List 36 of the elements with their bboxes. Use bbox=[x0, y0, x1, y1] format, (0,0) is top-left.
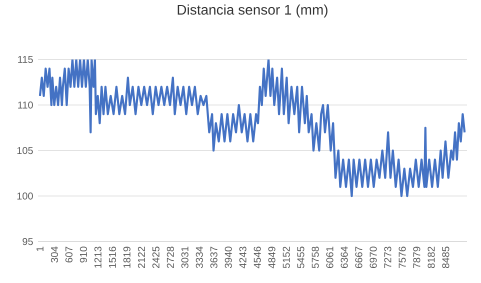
x-tick-label: 2425 bbox=[152, 246, 160, 268]
x-tick-label: 5455 bbox=[297, 246, 304, 268]
line-series bbox=[38, 60, 466, 198]
x-tick-label: 4849 bbox=[268, 246, 276, 268]
x-tick-label: 6364 bbox=[340, 246, 348, 268]
x-tick-label: 8182 bbox=[428, 246, 435, 268]
y-tick-label: 95 bbox=[22, 238, 33, 246]
x-tick-label: 8485 bbox=[442, 246, 450, 268]
x-tick-label: 4546 bbox=[254, 246, 261, 268]
x-tick-label: 1 bbox=[36, 246, 44, 252]
x-tick-label: 7879 bbox=[413, 246, 420, 268]
x-tick-label: 3031 bbox=[181, 246, 188, 268]
y-tick-label: 115 bbox=[18, 56, 33, 64]
x-tick-label: 6970 bbox=[370, 246, 377, 268]
x-tick-label: 7273 bbox=[384, 246, 392, 268]
x-tick-label: 3637 bbox=[210, 246, 218, 268]
x-tick-label: 6061 bbox=[326, 246, 334, 268]
x-tick-label: 3940 bbox=[224, 246, 232, 268]
x-tick-label: 5758 bbox=[312, 246, 319, 268]
x-tick-label: 1819 bbox=[123, 246, 130, 268]
x-tick-label: 7576 bbox=[398, 246, 406, 268]
y-tick-label: 100 bbox=[17, 192, 33, 200]
x-tick-label: 3334 bbox=[196, 246, 203, 268]
x-tick-label: 304 bbox=[50, 246, 58, 263]
x-tick-label: 1213 bbox=[94, 246, 102, 268]
x-tick-label: 1516 bbox=[108, 246, 116, 268]
y-tick-label: 105 bbox=[17, 147, 33, 154]
chart-title: Distancia sensor 1 (mm) bbox=[178, 4, 328, 18]
x-tick-label: 4243 bbox=[239, 246, 246, 268]
x-tick-label: 607 bbox=[65, 246, 72, 263]
y-tick-label: 110 bbox=[18, 102, 33, 109]
x-tick-label: 5152 bbox=[282, 246, 290, 268]
x-tick-label: 910 bbox=[80, 246, 87, 263]
x-tick-label: 2728 bbox=[166, 246, 174, 268]
x-tick-label: 6667 bbox=[355, 246, 362, 268]
x-tick-label: 2122 bbox=[138, 246, 145, 268]
